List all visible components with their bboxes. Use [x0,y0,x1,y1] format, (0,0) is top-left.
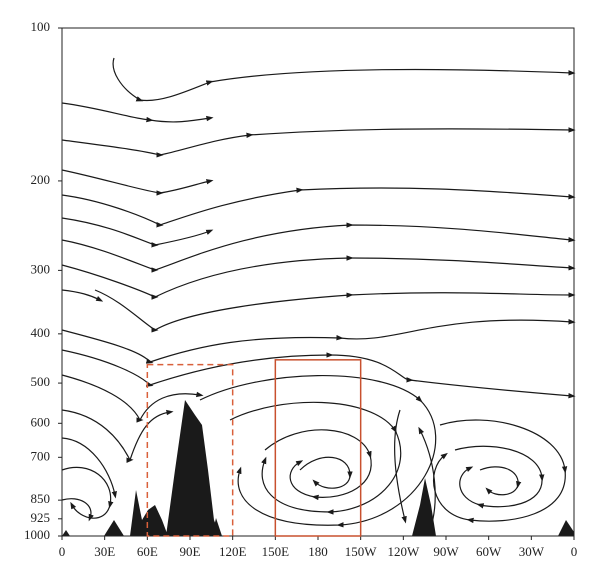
x-tick-label: 0 [571,544,578,559]
x-tick-label: 60W [476,544,502,559]
x-tick-label: 30E [94,544,115,559]
y-tick-label: 300 [31,261,51,276]
x-tick-label: 120E [219,544,247,559]
y-tick-label: 1000 [24,527,50,542]
y-tick-label: 200 [31,172,51,187]
region-box [274,359,362,537]
y-tick-label: 700 [31,448,51,463]
x-tick-label: 120W [387,544,420,559]
x-tick-label: 180 [308,544,328,559]
streamlines [61,57,576,531]
topography [62,400,574,536]
y-tick-label: 925 [31,510,51,525]
x-tick-label: 150W [345,544,378,559]
y-tick-label: 850 [31,491,51,506]
x-tick-label: 150E [262,544,290,559]
region-box [146,363,234,537]
x-tick-label: 60E [137,544,158,559]
y-tick-label: 600 [31,414,51,429]
plot-frame [61,27,575,537]
y-tick-label: 400 [31,325,51,340]
x-tick-label: 90E [180,544,201,559]
x-tick-label: 30W [519,544,545,559]
y-tick-label: 500 [31,374,51,389]
y-tick-label: 100 [31,19,51,34]
x-tick-label: 0 [59,544,66,559]
x-tick-label: 90W [433,544,459,559]
